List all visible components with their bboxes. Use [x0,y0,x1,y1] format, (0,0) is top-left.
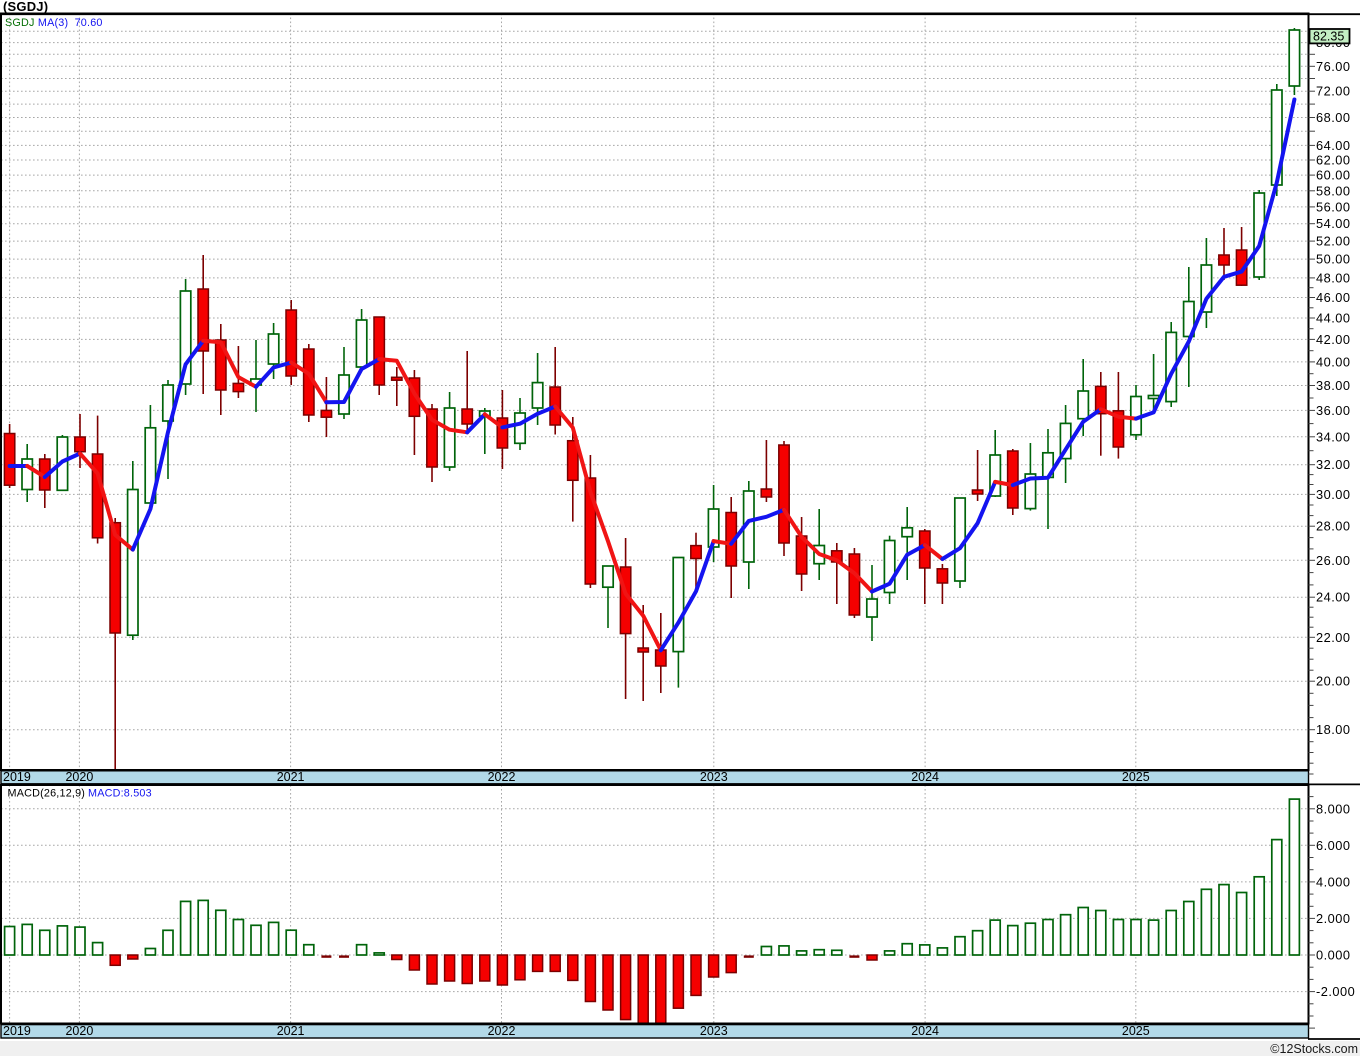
svg-text:4.000: 4.000 [1316,874,1351,889]
svg-text:38.00: 38.00 [1316,378,1351,393]
svg-text:©12Stocks.com: ©12Stocks.com [1270,1042,1358,1056]
svg-text:2021: 2021 [277,770,305,784]
svg-text:54.00: 54.00 [1316,216,1351,231]
svg-text:48.00: 48.00 [1316,270,1351,285]
svg-text:2024: 2024 [911,1024,939,1038]
svg-text:56.00: 56.00 [1316,199,1351,214]
svg-text:76.00: 76.00 [1316,59,1351,74]
svg-text:0.000: 0.000 [1316,948,1351,963]
svg-text:42.00: 42.00 [1316,332,1351,347]
svg-text:(SGDJ): (SGDJ) [3,0,48,14]
svg-text:36.00: 36.00 [1316,403,1351,418]
svg-text:62.00: 62.00 [1316,153,1351,168]
svg-text:MACD:8.503: MACD:8.503 [88,788,152,800]
svg-text:20.00: 20.00 [1316,674,1351,689]
svg-text:2022: 2022 [488,1024,516,1038]
svg-text:2023: 2023 [700,770,728,784]
svg-text:72.00: 72.00 [1316,84,1351,99]
svg-text:6.000: 6.000 [1316,838,1351,853]
svg-text:MACD(26,12,9): MACD(26,12,9) [8,788,86,800]
svg-text:2023: 2023 [700,1024,728,1038]
svg-text:46.00: 46.00 [1316,290,1351,305]
svg-text:24.00: 24.00 [1316,590,1351,605]
svg-text:2020: 2020 [65,1024,93,1038]
svg-text:22.00: 22.00 [1316,630,1351,645]
svg-text:MA(3): MA(3) [38,17,68,29]
svg-text:2025: 2025 [1122,770,1150,784]
svg-text:2025: 2025 [1122,1024,1150,1038]
svg-text:60.00: 60.00 [1316,168,1351,183]
svg-text:64.00: 64.00 [1316,138,1351,153]
svg-text:2019: 2019 [3,1024,31,1038]
svg-text:30.00: 30.00 [1316,487,1351,502]
svg-text:44.00: 44.00 [1316,311,1351,326]
svg-text:32.00: 32.00 [1316,457,1351,472]
svg-text:28.00: 28.00 [1316,519,1351,534]
svg-text:70.60: 70.60 [75,17,103,29]
svg-text:-2.000: -2.000 [1316,984,1355,999]
svg-text:SGDJ: SGDJ [5,17,35,29]
svg-text:2020: 2020 [65,770,93,784]
svg-text:82.35: 82.35 [1313,30,1344,44]
svg-text:2.000: 2.000 [1316,911,1351,926]
svg-text:34.00: 34.00 [1316,429,1351,444]
svg-text:40.00: 40.00 [1316,354,1351,369]
svg-text:50.00: 50.00 [1316,252,1351,267]
svg-text:68.00: 68.00 [1316,110,1351,125]
svg-text:52.00: 52.00 [1316,234,1351,249]
svg-text:2024: 2024 [911,770,939,784]
svg-text:2021: 2021 [277,1024,305,1038]
svg-text:26.00: 26.00 [1316,553,1351,568]
svg-text:2022: 2022 [488,770,516,784]
svg-text:58.00: 58.00 [1316,183,1351,198]
svg-text:8.000: 8.000 [1316,801,1351,816]
svg-text:2019: 2019 [3,770,31,784]
svg-text:18.00: 18.00 [1316,722,1351,737]
